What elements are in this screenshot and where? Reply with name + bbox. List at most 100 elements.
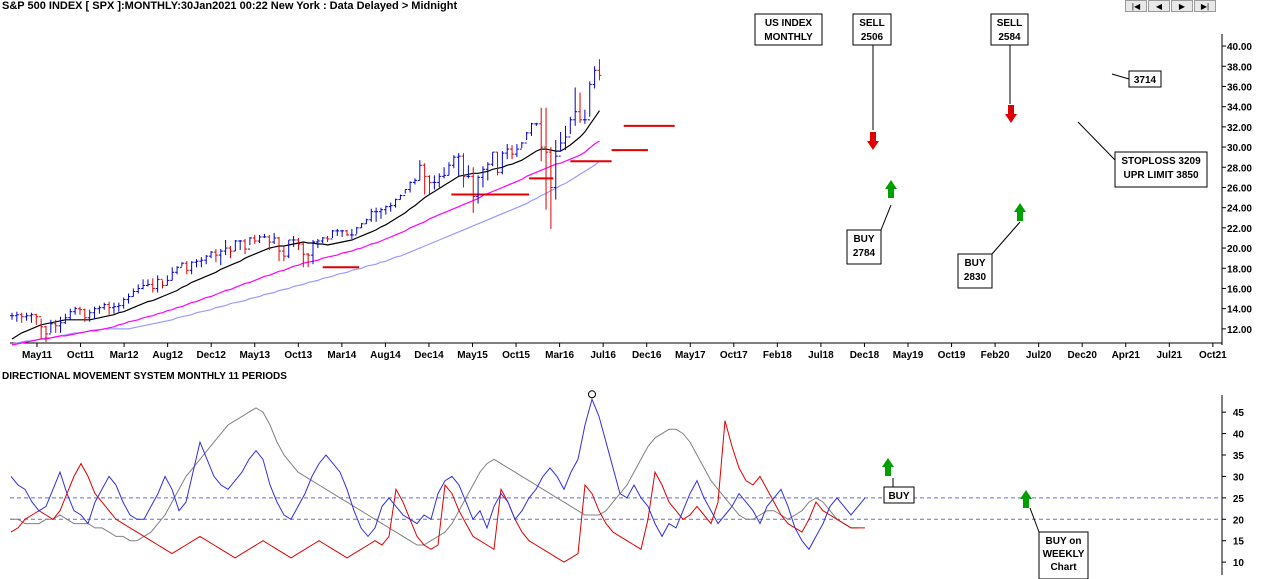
- annotation-text: 2784: [853, 248, 876, 259]
- price-bar: [349, 228, 354, 239]
- price-bar: [383, 205, 388, 215]
- price-bar: [427, 175, 432, 195]
- annotation-text: BUY: [853, 234, 874, 245]
- price-x-tick-label: May13: [239, 350, 270, 361]
- price-bar: [228, 246, 233, 259]
- price-bar: [179, 262, 184, 268]
- annotation-leader-line: [991, 221, 1021, 255]
- price-bar: [446, 162, 451, 176]
- price-bar: [519, 142, 524, 150]
- price-bar: [68, 308, 73, 320]
- annotation-leader-line: [1077, 121, 1116, 161]
- price-bar: [485, 162, 490, 181]
- di-plus-blue-line: [10, 397, 866, 551]
- last-page-button[interactable]: ▶|: [1194, 0, 1216, 12]
- peak-marker: [588, 390, 596, 399]
- annotation-box: [883, 486, 915, 504]
- price-bar: [311, 239, 316, 265]
- price-bar: [306, 253, 311, 268]
- price-bar: [160, 278, 165, 289]
- price-bar: [97, 305, 102, 314]
- price-x-tick-label: Oct19: [938, 350, 966, 361]
- sell-arrow: [1005, 105, 1017, 123]
- price-bar: [170, 267, 175, 281]
- dms-buy-label: BUY: [883, 478, 915, 504]
- price-bar: [301, 243, 306, 268]
- buy-arrow: [885, 180, 897, 198]
- price-bar: [107, 301, 112, 315]
- price-bar: [578, 92, 583, 123]
- price-x-tick-label: Dec16: [632, 350, 662, 361]
- price-bar: [573, 87, 578, 126]
- price-bar: [315, 238, 320, 249]
- price-x-tick-label: Oct13: [284, 350, 312, 361]
- price-x-tick-label: Jul21: [1157, 350, 1183, 361]
- price-bar: [53, 319, 58, 333]
- price-bar: [126, 293, 131, 304]
- price-bar: [378, 207, 383, 219]
- annotation-box: [957, 253, 993, 289]
- price-bar: [514, 144, 519, 158]
- price-bar: [175, 266, 180, 275]
- arrow-shape: [1005, 105, 1017, 123]
- previous-page-button[interactable]: ◀: [1148, 0, 1170, 12]
- price-bar: [553, 139, 558, 200]
- annotation-box: [852, 13, 892, 46]
- price-y-tick-label: 30.00: [1227, 143, 1252, 154]
- arrow-shape: [885, 180, 897, 198]
- price-bar: [354, 226, 359, 236]
- first-page-button[interactable]: |◀: [1125, 0, 1147, 12]
- price-bar: [359, 222, 364, 229]
- price-bar: [432, 175, 437, 190]
- price-y-tick-label: 18.00: [1227, 264, 1252, 275]
- price-bar: [63, 313, 68, 324]
- price-bar: [461, 153, 466, 188]
- price-x-tick-label: Feb20: [981, 350, 1010, 361]
- annotation-text: 2506: [861, 32, 884, 43]
- price-y-tick-label: 34.00: [1227, 103, 1252, 114]
- dms-y-tick-label: 15: [1233, 537, 1245, 548]
- price-bar: [24, 312, 29, 321]
- price-bar: [267, 234, 272, 251]
- sell-2584-label: SELL 2584: [990, 13, 1029, 104]
- price-bar: [480, 166, 485, 188]
- annotation-text: SELL: [997, 18, 1023, 29]
- price-x-tick-label: Oct15: [502, 350, 530, 361]
- annotation-text: BUY on: [1046, 536, 1082, 547]
- price-panel: 12.00 14.00 16.00 18.00 20.00 22.00 24.00 26.00…: [10, 13, 1252, 361]
- price-bar: [422, 163, 427, 195]
- price-x-tick-label: Dec12: [196, 350, 226, 361]
- price-bar: [257, 234, 262, 244]
- price-bar: [286, 239, 291, 259]
- price-y-tick-label: 40.00: [1227, 42, 1252, 53]
- price-y-tick-label: 26.00: [1227, 183, 1252, 194]
- price-3714-label: 3714: [1111, 70, 1162, 88]
- price-x-tick-label: Apr21: [1112, 350, 1141, 361]
- price-bar: [272, 232, 277, 245]
- price-bar: [189, 261, 194, 275]
- annotation-box: [1114, 151, 1208, 188]
- price-bar: [10, 312, 14, 320]
- price-bar: [563, 125, 568, 151]
- price-x-tick-label: May15: [457, 350, 488, 361]
- dms-y-tick-label: 25: [1233, 494, 1245, 505]
- price-bar: [534, 122, 539, 126]
- price-x-tick-label: Dec14: [414, 350, 444, 361]
- price-x-tick-label: May19: [893, 350, 924, 361]
- price-bar: [213, 249, 218, 263]
- price-x-tick-label: May11: [22, 350, 52, 361]
- price-bar: [218, 249, 223, 266]
- dms-y-tick-label: 20: [1233, 515, 1245, 526]
- price-y-tick-label: 22.00: [1227, 224, 1252, 235]
- dms-panel-title: DIRECTIONAL MOVEMENT SYSTEM MONTHLY 11 P…: [2, 371, 287, 382]
- buy-arrow: [1020, 490, 1032, 508]
- price-bar: [243, 238, 248, 255]
- annotation-box: [846, 229, 882, 265]
- price-bar: [34, 313, 39, 325]
- price-bar: [456, 153, 461, 177]
- price-bar: [136, 284, 141, 294]
- dms-y-tick-label: 30: [1233, 472, 1245, 483]
- price-y-tick-label: 38.00: [1227, 62, 1252, 73]
- next-page-button[interactable]: ▶: [1171, 0, 1193, 12]
- price-y-tick-label: 20.00: [1227, 244, 1252, 255]
